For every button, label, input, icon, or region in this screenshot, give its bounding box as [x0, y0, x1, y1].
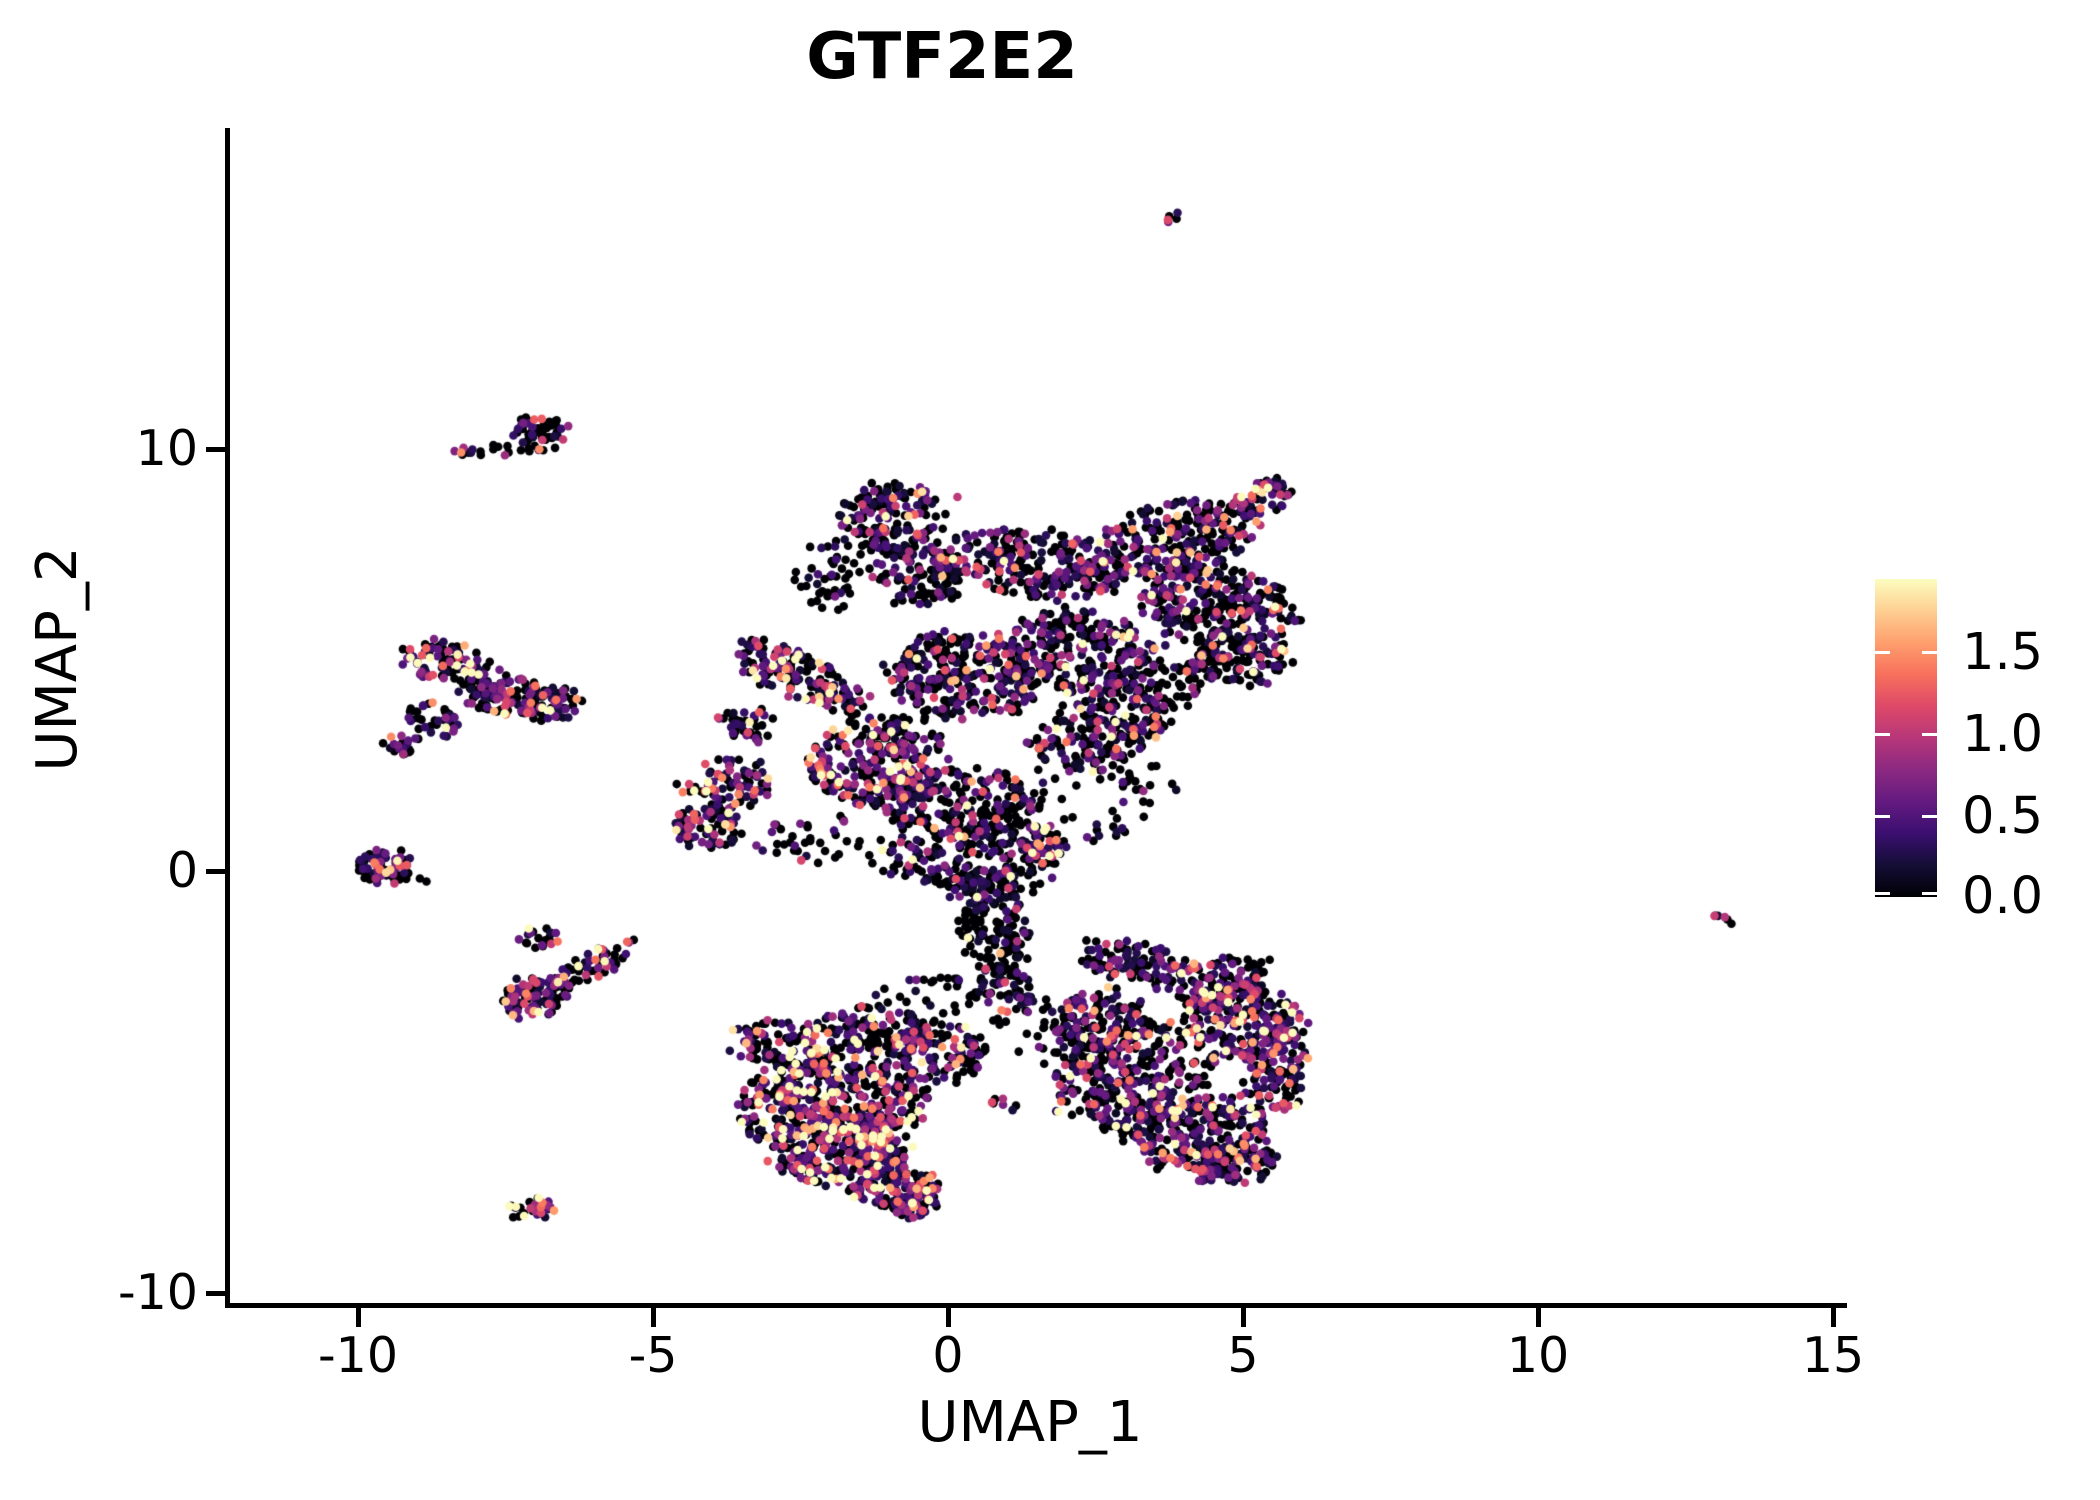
colorbar-gradient: [1875, 579, 1937, 897]
x-axis-label: UMAP_1: [917, 1390, 1143, 1455]
y-tick-mark: [206, 1291, 225, 1296]
colorbar-tick-label: 1.0: [1962, 705, 2044, 764]
colorbar-tick: [1922, 892, 1937, 895]
x-tick-label: 5: [1227, 1327, 1259, 1384]
x-tick-mark: [651, 1308, 656, 1327]
y-axis-label: UMAP_2: [25, 546, 90, 772]
y-tick-mark: [206, 447, 225, 452]
colorbar-tick-label: 1.5: [1962, 623, 2044, 682]
y-tick-mark: [206, 869, 225, 874]
x-tick-label: 10: [1506, 1327, 1570, 1384]
colorbar-tick-label: 0.5: [1962, 787, 2044, 846]
colorbar-tick: [1922, 733, 1937, 736]
y-tick-label: -10: [117, 1264, 198, 1321]
x-tick-mark: [1536, 1308, 1541, 1327]
x-tick-label: -10: [317, 1327, 399, 1384]
plot-title: GTF2E2: [806, 20, 1078, 94]
y-axis-line: [225, 128, 230, 1308]
x-tick-mark: [1831, 1308, 1836, 1327]
x-tick-label: -5: [628, 1327, 678, 1384]
colorbar-tick: [1875, 651, 1890, 654]
y-tick-label: 10: [135, 420, 198, 477]
x-tick-mark: [1241, 1308, 1246, 1327]
x-tick-mark: [946, 1308, 951, 1327]
colorbar-tick: [1922, 651, 1937, 654]
x-tick-mark: [356, 1308, 361, 1327]
colorbar-tick: [1922, 815, 1937, 818]
colorbar-tick-label: 0.0: [1962, 867, 2044, 926]
colorbar-tick: [1875, 892, 1890, 895]
colorbar-tick: [1875, 733, 1890, 736]
y-tick-label: 0: [166, 842, 198, 899]
x-axis-line: [225, 1303, 1847, 1308]
x-tick-label: 0: [932, 1327, 964, 1384]
colorbar-tick: [1875, 815, 1890, 818]
x-tick-label: 15: [1801, 1327, 1865, 1384]
